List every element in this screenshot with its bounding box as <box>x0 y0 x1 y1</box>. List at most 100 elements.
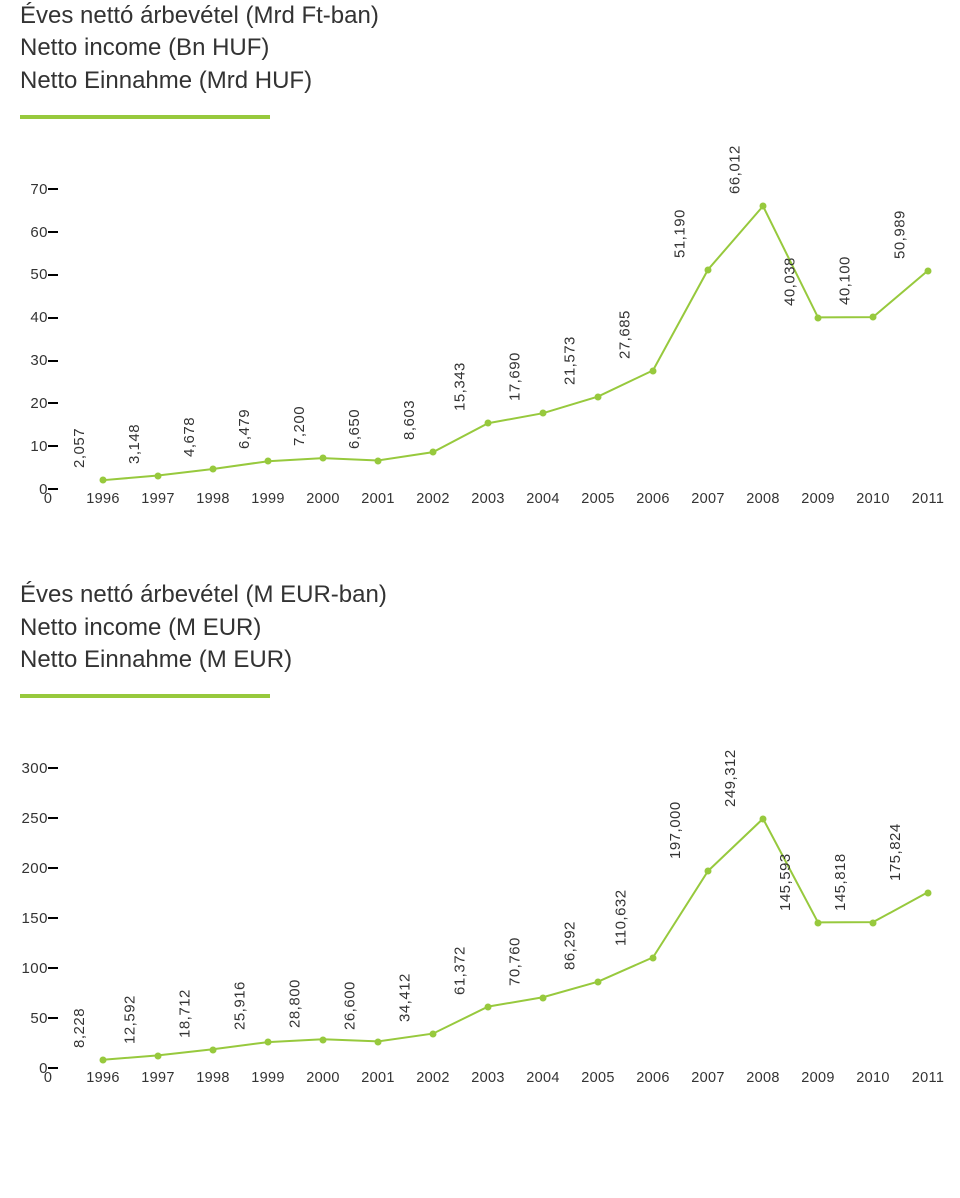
data-label: 66,012 <box>727 145 744 194</box>
data-label: 86,292 <box>562 921 579 970</box>
x-tick-label: 1999 <box>251 1070 284 1086</box>
x-tick-label: 2004 <box>526 1070 559 1086</box>
y-tick-mark <box>48 817 58 819</box>
chart1-plot: 2,0573,1484,6786,4797,2006,6508,60315,34… <box>48 189 928 489</box>
data-label: 249,312 <box>722 749 739 807</box>
x-tick-label: 2006 <box>636 1070 669 1086</box>
y-tick-mark <box>48 488 58 490</box>
x-tick-label: 1998 <box>196 491 229 507</box>
y-tick: 10 <box>48 445 62 447</box>
y-tick: 50 <box>48 1017 62 1019</box>
x-tick-label: 1998 <box>196 1070 229 1086</box>
y-tick: 40 <box>48 317 62 319</box>
y-tick-mark <box>48 1017 58 1019</box>
y-tick-label: 300 <box>21 760 48 777</box>
data-point <box>265 1039 272 1046</box>
data-point <box>705 266 712 273</box>
x-tick-label: 0 <box>44 1070 52 1086</box>
data-point <box>925 267 932 274</box>
data-label: 175,824 <box>887 823 904 881</box>
chart-block-huf: Éves nettó árbevétel (Mrd Ft-ban) Netto … <box>20 0 940 489</box>
x-tick-label: 2001 <box>361 1070 394 1086</box>
x-tick-label: 2002 <box>416 491 449 507</box>
x-tick-label: 2003 <box>471 1070 504 1086</box>
data-label: 17,690 <box>507 352 524 401</box>
data-label: 40,038 <box>782 257 799 306</box>
data-label: 28,800 <box>287 979 304 1028</box>
x-tick-label: 2011 <box>912 491 944 507</box>
data-point <box>485 420 492 427</box>
data-point <box>870 919 877 926</box>
x-tick-label: 2004 <box>526 491 559 507</box>
y-tick-label: 200 <box>21 860 48 877</box>
data-label: 6,650 <box>346 409 363 449</box>
chart2-rule <box>20 694 270 698</box>
chart1-title-line-1: Éves nettó árbevétel (Mrd Ft-ban) <box>20 0 940 32</box>
y-tick: 60 <box>48 231 62 233</box>
y-tick-label: 60 <box>30 224 48 241</box>
data-point <box>815 314 822 321</box>
y-tick-mark <box>48 1067 58 1069</box>
y-tick-mark <box>48 445 58 447</box>
chart2-plot: 8,22812,59218,71225,91628,80026,60034,41… <box>48 768 928 1068</box>
chart-block-eur: Éves nettó árbevétel (M EUR-ban) Netto i… <box>20 579 940 1068</box>
data-label: 8,603 <box>401 400 418 440</box>
data-point <box>320 455 327 462</box>
data-point <box>100 1057 107 1064</box>
x-tick-label: 2005 <box>581 1070 614 1086</box>
y-tick-mark <box>48 917 58 919</box>
x-tick-label: 2008 <box>746 491 779 507</box>
data-label: 70,760 <box>507 937 524 986</box>
x-tick-label: 2008 <box>746 1070 779 1086</box>
data-label: 21,573 <box>562 336 579 385</box>
y-tick-label: 250 <box>21 810 48 827</box>
y-tick-label: 10 <box>30 438 48 455</box>
x-tick-label: 2007 <box>691 1070 724 1086</box>
y-tick: 200 <box>48 867 62 869</box>
y-tick: 20 <box>48 402 62 404</box>
data-label: 15,343 <box>452 363 469 412</box>
data-point <box>760 203 767 210</box>
data-point <box>100 477 107 484</box>
y-tick-mark <box>48 231 58 233</box>
y-tick-mark <box>48 867 58 869</box>
y-tick-label: 40 <box>30 309 48 326</box>
x-tick-label: 1997 <box>141 491 174 507</box>
x-tick-label: 0 <box>44 491 52 507</box>
data-label: 26,600 <box>342 981 359 1030</box>
y-tick: 250 <box>48 817 62 819</box>
y-tick-mark <box>48 967 58 969</box>
data-point <box>375 457 382 464</box>
data-label: 40,100 <box>837 256 854 305</box>
chart1-rule <box>20 115 270 119</box>
x-tick-label: 2006 <box>636 491 669 507</box>
y-tick: 0 <box>48 488 62 490</box>
data-label: 12,592 <box>122 995 139 1044</box>
data-point <box>375 1038 382 1045</box>
y-tick-mark <box>48 360 58 362</box>
y-tick-mark <box>48 317 58 319</box>
y-tick-label: 150 <box>21 910 48 927</box>
data-point <box>430 1030 437 1037</box>
x-tick-label: 2000 <box>306 1070 339 1086</box>
x-tick-label: 2002 <box>416 1070 449 1086</box>
data-label: 6,479 <box>236 409 253 449</box>
y-tick-label: 50 <box>30 1010 48 1027</box>
data-point <box>210 466 217 473</box>
data-label: 197,000 <box>667 802 684 860</box>
y-tick: 300 <box>48 767 62 769</box>
chart1-title-line-3: Netto Einnahme (Mrd HUF) <box>20 65 940 97</box>
data-label: 110,632 <box>613 889 630 946</box>
data-label: 50,989 <box>892 210 909 259</box>
data-label: 145,593 <box>777 853 794 911</box>
x-tick-label: 2009 <box>801 1070 834 1086</box>
data-label: 3,148 <box>126 424 143 464</box>
y-tick-mark <box>48 188 58 190</box>
data-point <box>430 449 437 456</box>
data-point <box>155 1052 162 1059</box>
y-tick: 30 <box>48 360 62 362</box>
data-point <box>650 367 657 374</box>
data-point <box>595 979 602 986</box>
data-point <box>595 393 602 400</box>
data-label: 2,057 <box>71 428 88 468</box>
